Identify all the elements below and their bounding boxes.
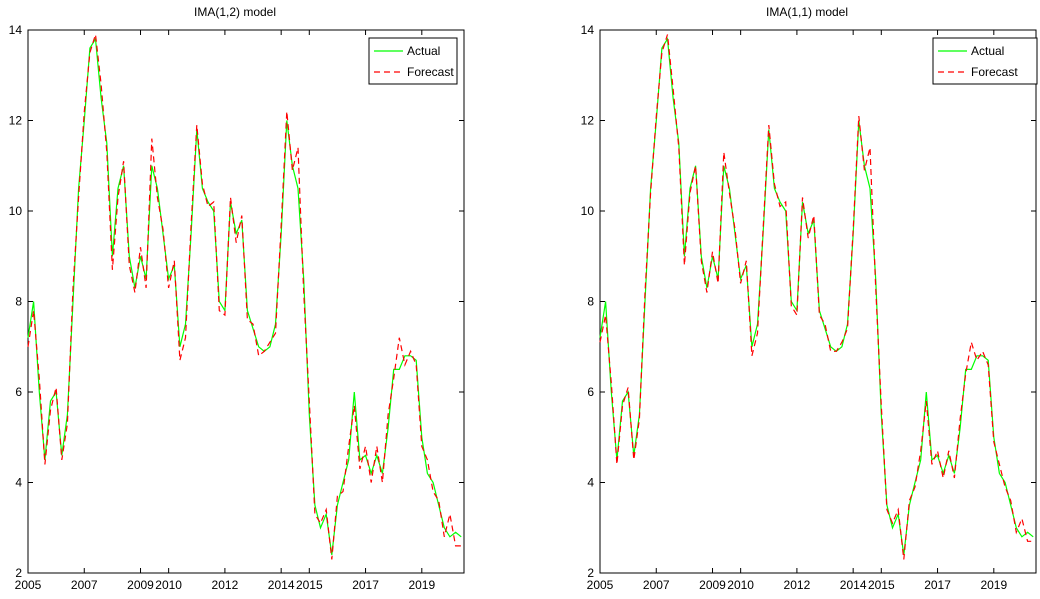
x-tick-label: 2014 (840, 578, 867, 592)
chart-title: IMA(1,1) model (766, 5, 848, 19)
plot-area (27, 29, 465, 574)
y-tick-label: 10 (581, 204, 595, 218)
x-tick-label: 2014 (268, 578, 295, 592)
y-tick-label: 10 (9, 204, 23, 218)
legend-label-actual: Actual (407, 44, 440, 58)
y-tick-label: 6 (15, 385, 22, 399)
x-tick-label: 2009 (127, 578, 154, 592)
x-tick-label: 2015 (296, 578, 323, 592)
x-tick-label: 2010 (727, 578, 754, 592)
y-axis: 2 4 6 8 10 12 14 (581, 23, 1036, 580)
x-axis: 2005 2007 2009 2010 2012 2014 2015 2017 2019 (15, 30, 435, 592)
x-axis: 2005 2007 2009 2010 2012 2014 2015 2017 2019 (587, 30, 1007, 592)
legend-label-actual: Actual (971, 44, 1004, 58)
x-tick-label: 2007 (71, 578, 98, 592)
x-tick-label: 2019 (408, 578, 435, 592)
y-tick-label: 14 (9, 23, 23, 37)
series-line-forecast (599, 34, 1034, 560)
x-tick-label: 2017 (352, 578, 379, 592)
series-line-actual (599, 37, 1034, 555)
series-lines (599, 34, 1034, 560)
y-axis: 2 4 6 8 10 12 14 (9, 23, 464, 580)
x-tick-label: 2005 (587, 578, 614, 592)
x-tick-label: 2007 (643, 578, 670, 592)
legend-box (368, 37, 458, 85)
series-lines (27, 34, 462, 560)
y-tick-label: 6 (587, 385, 594, 399)
x-tick-label: 2012 (784, 578, 811, 592)
x-tick-label: 2012 (212, 578, 239, 592)
legend: Actual Forecast (932, 37, 1038, 85)
x-tick-label: 2019 (980, 578, 1007, 592)
x-tick-label: 2005 (15, 578, 42, 592)
x-tick-label: 2017 (924, 578, 951, 592)
y-tick-label: 8 (587, 295, 594, 309)
y-tick-label: 8 (15, 295, 22, 309)
y-tick-label: 14 (581, 23, 595, 37)
plot-area (599, 29, 1037, 574)
y-tick-label: 12 (9, 114, 23, 128)
y-tick-label: 12 (581, 114, 595, 128)
x-tick-label: 2015 (868, 578, 895, 592)
y-tick-label: 2 (587, 566, 594, 580)
chart-title: IMA(1,2) model (194, 5, 276, 19)
series-line-forecast (27, 34, 462, 560)
y-tick-label: 2 (15, 566, 22, 580)
x-tick-label: 2010 (155, 578, 182, 592)
legend-label-forecast: Forecast (407, 65, 454, 79)
y-tick-label: 4 (15, 476, 22, 490)
y-tick-label: 4 (587, 476, 594, 490)
legend-label-forecast: Forecast (971, 65, 1018, 79)
legend: Actual Forecast (368, 37, 458, 85)
x-tick-label: 2009 (699, 578, 726, 592)
legend-box (932, 37, 1038, 85)
